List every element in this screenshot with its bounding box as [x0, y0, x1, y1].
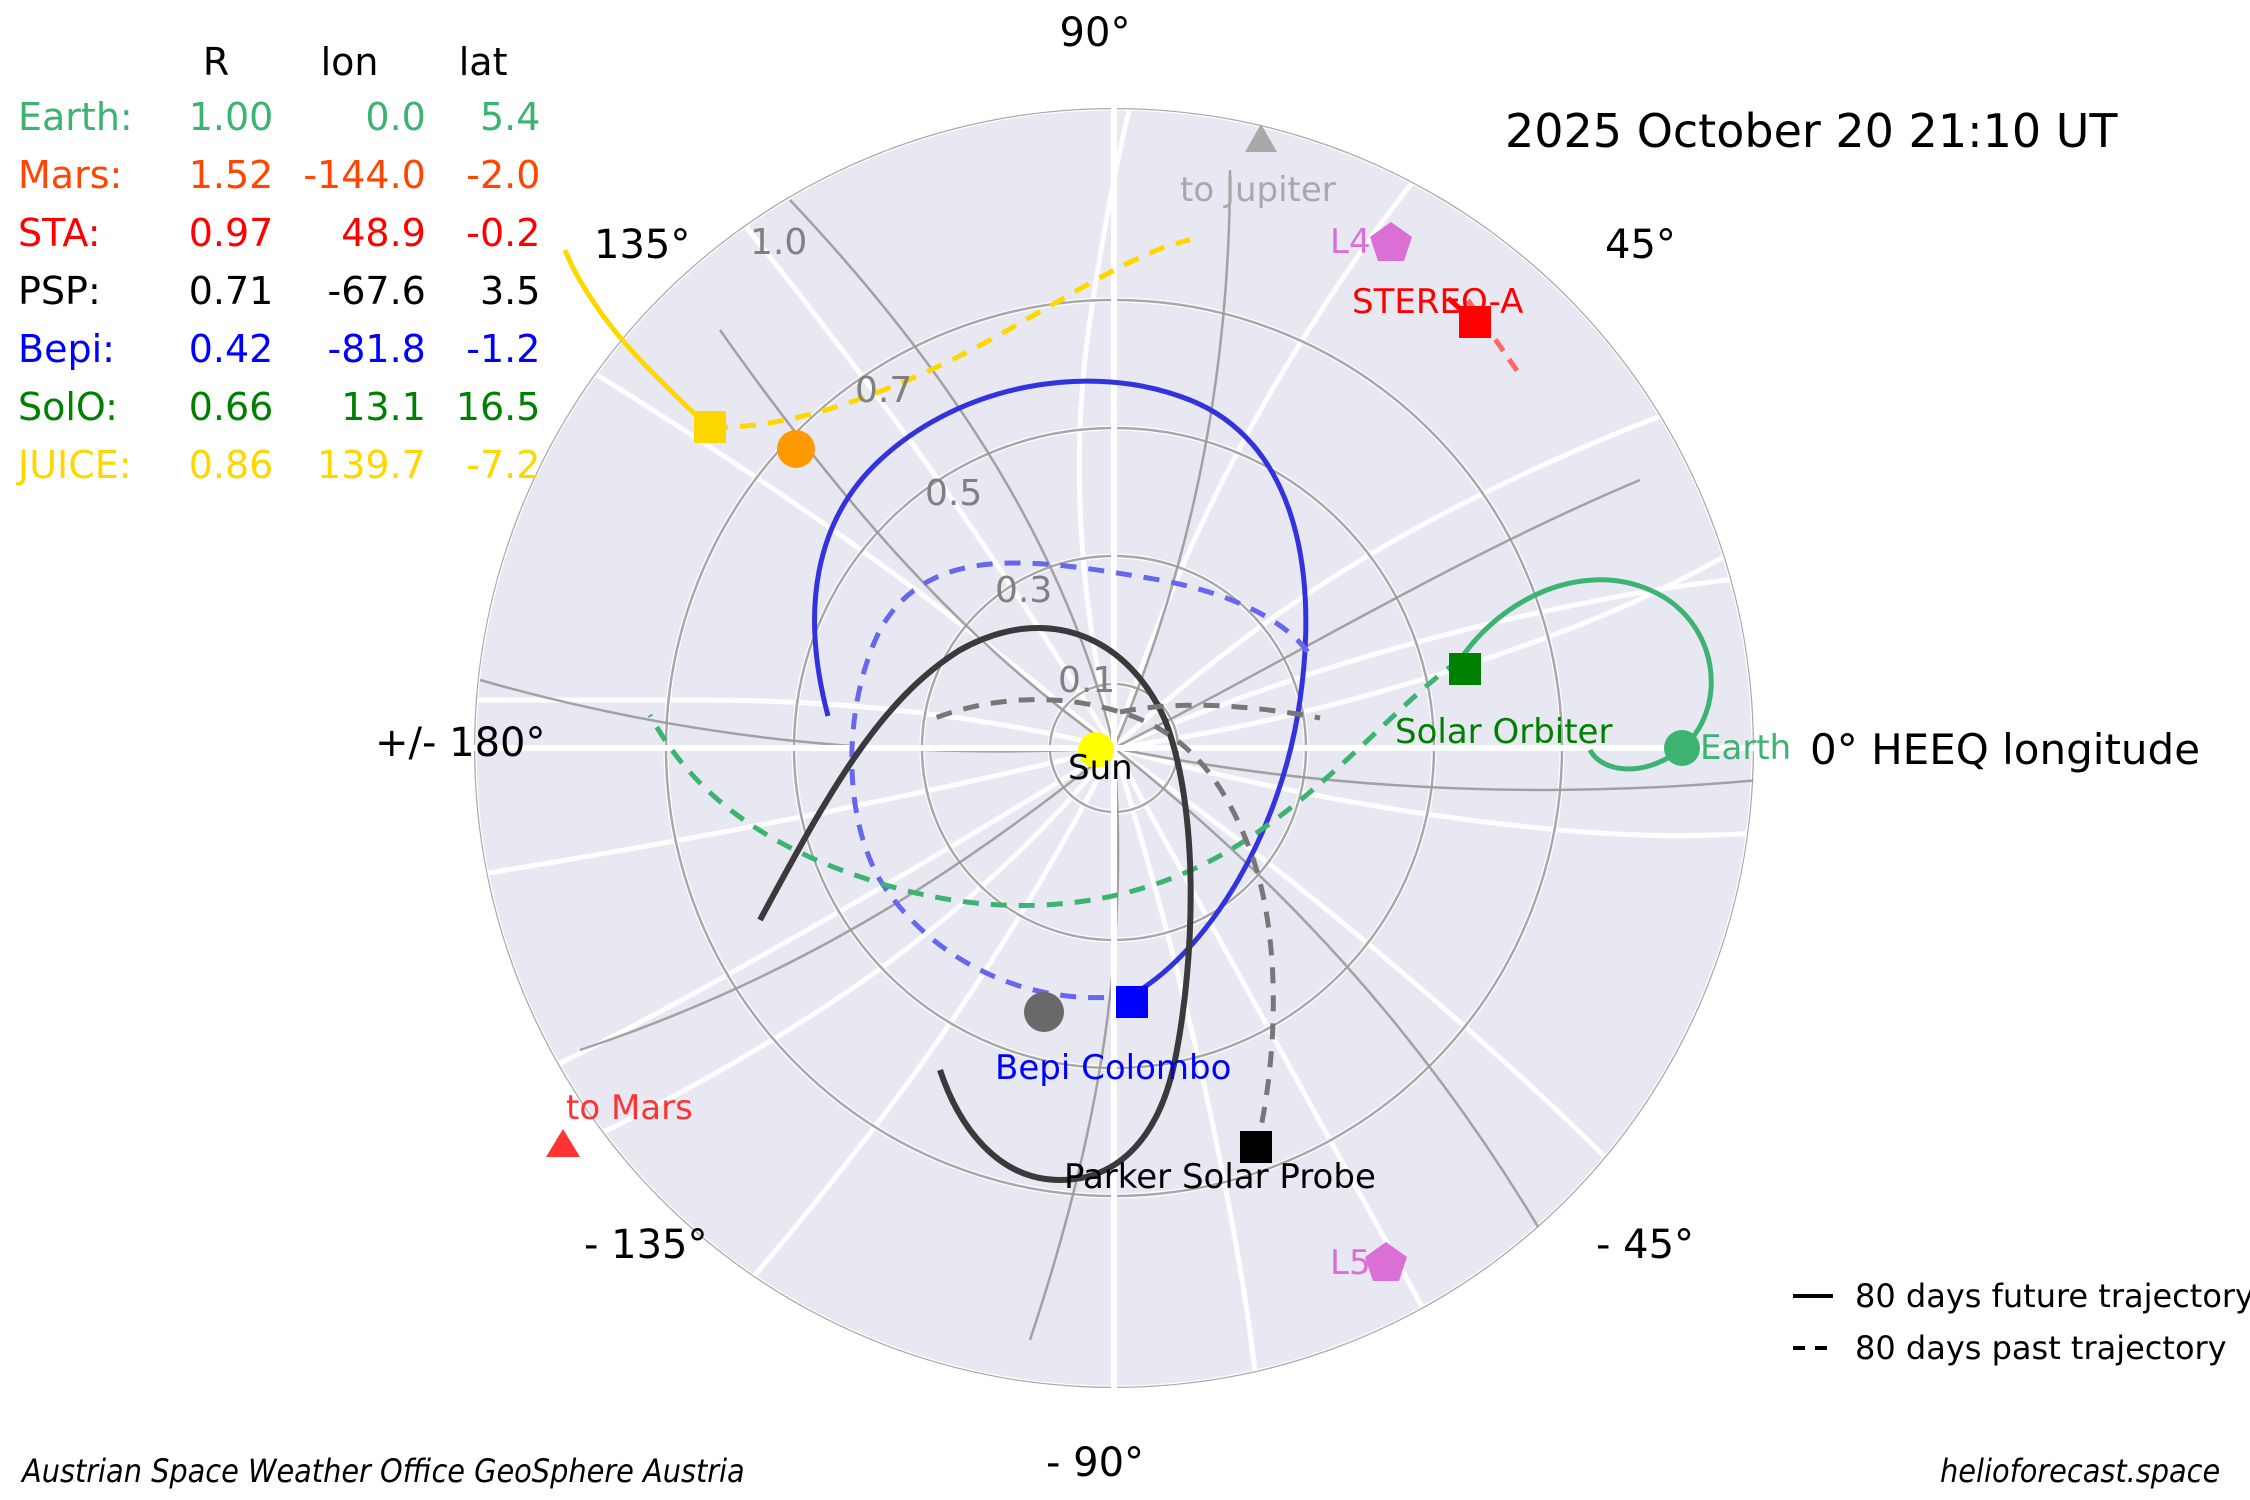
row-lat: 3.5 [480, 269, 541, 313]
table-row: JUICE: 0.86 139.7 -7.2 [18, 436, 540, 494]
psp-marker[interactable] [1240, 1131, 1272, 1163]
psp-label: Parker Solar Probe [1064, 1157, 1376, 1197]
solar-orbiter-marker[interactable] [1449, 653, 1481, 685]
row-lat: 5.4 [480, 95, 541, 139]
stereo-a-marker[interactable] [1459, 306, 1491, 338]
row-name: PSP: [18, 269, 101, 313]
row-name: STA: [18, 211, 101, 255]
row-lon: 0.0 [365, 95, 426, 139]
row-r: 0.86 [188, 443, 274, 487]
mercury-marker[interactable] [1024, 992, 1064, 1032]
axis-label-m90: - 90° [1045, 1440, 1145, 1486]
l4-marker[interactable] [1370, 222, 1412, 261]
table-row: PSP: 0.71 -67.6 3.5 [18, 262, 540, 320]
row-lon: 139.7 [317, 443, 426, 487]
solo-past-trajectory [647, 657, 1462, 908]
row-lon: -81.8 [327, 327, 426, 371]
footer-right: helioforecast.space [1940, 1452, 2221, 1490]
table-row: Mars: 1.52 -144.0 -2.0 [18, 146, 540, 204]
header-blank [18, 40, 159, 88]
stereo-a-label: STEREO-A [1352, 282, 1524, 322]
row-r: 1.52 [188, 153, 274, 197]
psp-past-trajectory-outer [1119, 702, 1321, 721]
axis-label-135: 135° [594, 222, 691, 268]
table-row: STA: 0.97 48.9 -0.2 [18, 204, 540, 262]
axis-label-m45: - 45° [1596, 1222, 1695, 1268]
to-mars-label: to Mars [566, 1088, 693, 1128]
bepi-colombo-label: Bepi Colombo [995, 1048, 1232, 1088]
juice-marker[interactable] [694, 411, 726, 443]
row-lat: 16.5 [455, 385, 541, 429]
bepi-marker[interactable] [1116, 986, 1148, 1018]
solar-orbiter-label: Solar Orbiter [1395, 712, 1613, 752]
l5-label: L5 [1330, 1243, 1371, 1283]
l4-label: L4 [1330, 222, 1371, 262]
positions-table: R lon lat Earth: 1.00 0.0 5.4 Mars: 1.52… [18, 40, 540, 494]
axis-label-heeq: 0° HEEQ longitude [1810, 725, 2201, 774]
page-title: 2025 October 20 21:10 UT [1505, 104, 2118, 158]
axis-label-45: 45° [1605, 222, 1676, 268]
row-lat: -0.2 [466, 211, 541, 255]
row-r: 0.97 [188, 211, 274, 255]
axis-label-m135: - 135° [584, 1222, 708, 1268]
row-r: 0.42 [188, 327, 274, 371]
radial-tick-1.0: 1.0 [750, 222, 808, 263]
row-name: Bepi: [18, 327, 115, 371]
stereo-a-past-trajectory [1465, 298, 1523, 377]
row-lon: -67.6 [327, 269, 426, 313]
header-lat: lat [458, 40, 508, 84]
row-lon: 13.1 [341, 385, 426, 429]
table-row: SolO: 0.66 13.1 16.5 [18, 378, 540, 436]
to-jupiter-marker[interactable] [1245, 124, 1277, 152]
radial-tick-0.7: 0.7 [855, 370, 913, 411]
row-lon: 48.9 [341, 211, 426, 255]
row-name: JUICE: [18, 443, 132, 487]
row-r: 0.66 [188, 385, 274, 429]
header-lon: lon [320, 40, 379, 84]
row-r: 1.00 [188, 95, 274, 139]
psp-future-trajectory [757, 624, 1194, 1184]
header-r: R [202, 40, 230, 84]
radial-tick-0.5: 0.5 [925, 473, 983, 514]
legend-future-label: 80 days future trajectory [1855, 1277, 2250, 1315]
axis-label-180: +/- 180° [375, 720, 546, 766]
legend-past-label: 80 days past trajectory [1855, 1329, 2227, 1367]
to-jupiter-label: to Jupiter [1180, 170, 1336, 210]
juice-past-trajectory [711, 237, 1191, 430]
table-header-row: R lon lat [18, 40, 540, 88]
row-name: SolO: [18, 385, 118, 429]
radial-tick-0.1: 0.1 [1058, 660, 1116, 701]
row-name: Earth: [18, 95, 133, 139]
earth-marker[interactable] [1664, 730, 1700, 766]
row-lat: -7.2 [466, 443, 541, 487]
row-lon: -144.0 [303, 153, 426, 197]
row-lat: -1.2 [466, 327, 541, 371]
to-mars-marker[interactable] [546, 1129, 580, 1157]
solo-future-trajectory [1457, 577, 1714, 772]
l5-marker[interactable] [1365, 1242, 1407, 1281]
axis-cross [474, 108, 1754, 1388]
venus-marker[interactable] [777, 430, 815, 468]
sun-marker[interactable] [1078, 732, 1114, 768]
row-name: Mars: [18, 153, 123, 197]
axis-label-90: 90° [1059, 10, 1131, 56]
row-r: 0.71 [188, 269, 274, 313]
psp-past-trajectory [929, 697, 1276, 1151]
sun-label: Sun [1068, 748, 1133, 788]
earth-label: Earth [1700, 728, 1792, 768]
table-row: Earth: 1.00 0.0 5.4 [18, 88, 540, 146]
row-lat: -2.0 [466, 153, 541, 197]
footer-left: Austrian Space Weather Office GeoSphere … [22, 1452, 745, 1490]
table-row: Bepi: 0.42 -81.8 -1.2 [18, 320, 540, 378]
radial-tick-0.3: 0.3 [995, 570, 1053, 611]
